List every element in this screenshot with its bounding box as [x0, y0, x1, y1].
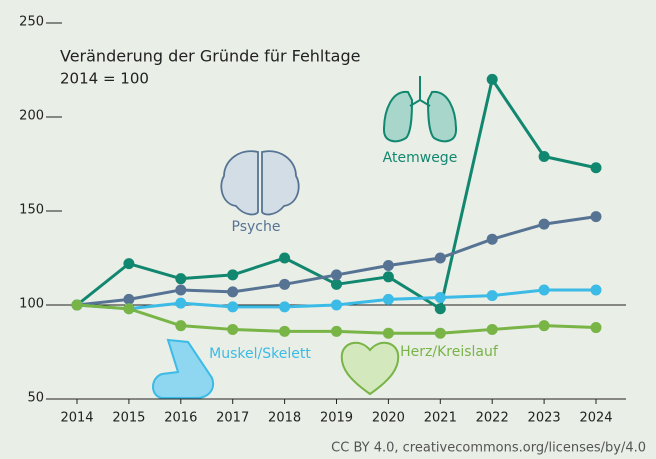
point — [227, 286, 239, 298]
point — [382, 271, 394, 283]
y-tick-label: 150 — [19, 203, 44, 218]
footer: CC BY 4.0, creativecommons.org/licenses/… — [331, 441, 646, 456]
point — [175, 320, 187, 332]
y-tick-label: 250 — [19, 15, 44, 30]
point — [123, 303, 135, 315]
lungs-icon — [382, 76, 458, 143]
series-label: Atemwege — [383, 150, 458, 166]
point — [538, 150, 550, 162]
arm-icon — [152, 338, 214, 399]
point — [434, 252, 446, 264]
x-tick-label: 2018 — [268, 411, 301, 426]
x-tick-label: 2016 — [164, 411, 197, 426]
chart-subtitle: 2014 = 100 — [60, 70, 149, 88]
point — [590, 284, 602, 296]
point — [331, 269, 342, 281]
point — [279, 252, 291, 264]
x-tick-label: 2017 — [216, 411, 249, 426]
heart-icon — [340, 341, 400, 396]
chart-title: Veränderung der Gründe für Fehltage — [60, 47, 360, 66]
point — [434, 291, 446, 303]
point — [279, 278, 291, 290]
point — [486, 290, 498, 302]
x-tick-label: 2019 — [320, 411, 353, 426]
point — [331, 325, 342, 337]
point — [123, 293, 135, 305]
point — [175, 297, 187, 309]
point — [434, 303, 446, 315]
y-tick-label: 50 — [27, 391, 44, 406]
y-tick-label: 100 — [19, 297, 44, 312]
point — [538, 218, 550, 230]
point — [486, 73, 498, 85]
series-label: Muskel/Skelett — [209, 346, 311, 362]
point — [175, 273, 187, 285]
point — [538, 320, 550, 332]
series-label: Herz/Kreislauf — [400, 344, 499, 360]
point — [71, 299, 83, 311]
point — [486, 323, 498, 335]
point — [227, 269, 239, 281]
x-tick-label: 2022 — [476, 411, 509, 426]
point — [123, 258, 135, 270]
point — [382, 260, 394, 272]
point — [279, 301, 291, 313]
point — [486, 233, 498, 245]
brain-icon — [220, 150, 300, 216]
point — [227, 301, 239, 313]
point — [590, 211, 602, 223]
point — [227, 323, 239, 335]
x-tick-label: 2015 — [112, 411, 145, 426]
x-tick-label: 2014 — [60, 411, 93, 426]
x-tick-label: 2024 — [579, 411, 612, 426]
point — [382, 327, 394, 339]
x-tick-label: 2023 — [528, 411, 561, 426]
point — [590, 322, 602, 334]
x-tick-label: 2021 — [424, 411, 457, 426]
point — [434, 327, 446, 339]
point — [331, 278, 342, 290]
y-tick-label: 200 — [19, 109, 44, 124]
point — [175, 284, 187, 296]
point — [538, 284, 550, 296]
x-tick-label: 2020 — [372, 411, 405, 426]
series-label: Psyche — [232, 219, 281, 235]
point — [331, 299, 342, 311]
point — [590, 162, 602, 174]
point — [382, 293, 394, 305]
point — [279, 325, 291, 337]
